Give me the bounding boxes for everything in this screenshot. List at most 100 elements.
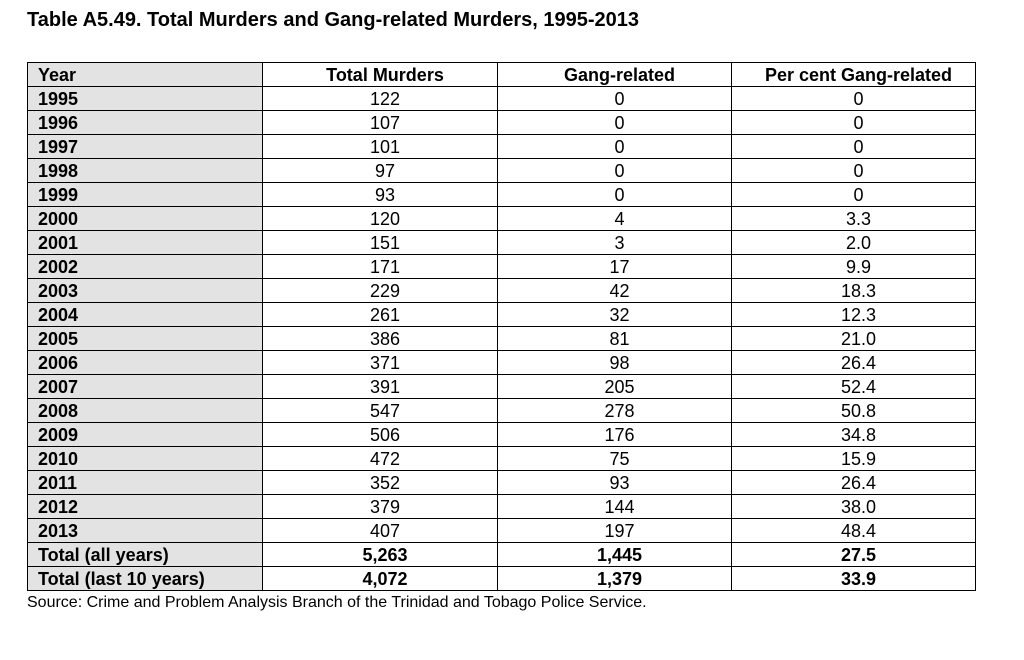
cell: 0 [497, 134, 732, 159]
data-row: 2003 229 42 18.3 [27, 278, 976, 303]
cell: 33.9 [731, 566, 976, 591]
cell: 144 [497, 494, 732, 519]
column-header: Year [27, 62, 263, 87]
cell: 3.3 [731, 206, 976, 231]
row-label: Total (last 10 years) [27, 566, 263, 591]
row-label: 2000 [27, 206, 263, 231]
row-label: 2002 [27, 254, 263, 279]
row-label: Total (all years) [27, 542, 263, 567]
cell: 0 [731, 158, 976, 183]
cell: 98 [497, 350, 732, 375]
cell: 18.3 [731, 278, 976, 303]
data-row: 1995 122 0 0 [27, 86, 976, 111]
cell: 379 [262, 494, 498, 519]
source-note: Source: Crime and Problem Analysis Branc… [27, 594, 647, 611]
cell: 0 [731, 134, 976, 159]
cell: 391 [262, 374, 498, 399]
cell: 0 [497, 182, 732, 207]
cell: 0 [731, 86, 976, 111]
cell: 205 [497, 374, 732, 399]
row-label: 2001 [27, 230, 263, 255]
row-label: 2012 [27, 494, 263, 519]
row-label: 1999 [27, 182, 263, 207]
cell: 97 [262, 158, 498, 183]
cell: 32 [497, 302, 732, 327]
cell: 75 [497, 446, 732, 471]
data-row: 1997 101 0 0 [27, 134, 976, 159]
cell: 506 [262, 422, 498, 447]
cell: 120 [262, 206, 498, 231]
cell: 12.3 [731, 302, 976, 327]
cell: 1,445 [497, 542, 732, 567]
column-header: Per cent Gang-related [731, 62, 976, 87]
cell: 42 [497, 278, 732, 303]
cell: 407 [262, 518, 498, 543]
cell: 5,263 [262, 542, 498, 567]
cell: 197 [497, 518, 732, 543]
cell: 3 [497, 230, 732, 255]
cell: 38.0 [731, 494, 976, 519]
cell: 1,379 [497, 566, 732, 591]
column-header: Gang-related [497, 62, 732, 87]
data-row: 1996 107 0 0 [27, 110, 976, 135]
data-row: 2011 352 93 26.4 [27, 470, 976, 495]
header-row: Year Total Murders Gang-related Per cent Ga… [27, 62, 976, 87]
data-row: 2005 386 81 21.0 [27, 326, 976, 351]
cell: 352 [262, 470, 498, 495]
cell: 151 [262, 230, 498, 255]
row-label: 2005 [27, 326, 263, 351]
cell: 17 [497, 254, 732, 279]
data-row: 2000 120 4 3.3 [27, 206, 976, 231]
cell: 0 [731, 182, 976, 207]
row-label: 1996 [27, 110, 263, 135]
cell: 171 [262, 254, 498, 279]
cell: 0 [497, 158, 732, 183]
data-row: 2008 547 278 50.8 [27, 398, 976, 423]
data-row: 2002 171 17 9.9 [27, 254, 976, 279]
column-header: Total Murders [262, 62, 498, 87]
cell: 26.4 [731, 470, 976, 495]
cell: 4 [497, 206, 732, 231]
data-row: 2007 391 205 52.4 [27, 374, 976, 399]
cell: 0 [497, 86, 732, 111]
row-label: 2004 [27, 302, 263, 327]
data-row: 2004 261 32 12.3 [27, 302, 976, 327]
data-row: 2006 371 98 26.4 [27, 350, 976, 375]
row-label: 2007 [27, 374, 263, 399]
row-label: 2008 [27, 398, 263, 423]
cell: 34.8 [731, 422, 976, 447]
cell: 2.0 [731, 230, 976, 255]
cell: 386 [262, 326, 498, 351]
data-row: 2012 379 144 38.0 [27, 494, 976, 519]
cell: 93 [262, 182, 498, 207]
cell: 27.5 [731, 542, 976, 567]
cell: 9.9 [731, 254, 976, 279]
row-label: 2003 [27, 278, 263, 303]
cell: 176 [497, 422, 732, 447]
cell: 472 [262, 446, 498, 471]
data-row: 1998 97 0 0 [27, 158, 976, 183]
cell: 4,072 [262, 566, 498, 591]
cell: 261 [262, 302, 498, 327]
cell: 52.4 [731, 374, 976, 399]
row-label: 2011 [27, 470, 263, 495]
total-row: Total (last 10 years) 4,072 1,379 33.9 [27, 566, 976, 591]
row-label: 2006 [27, 350, 263, 375]
cell: 21.0 [731, 326, 976, 351]
cell: 101 [262, 134, 498, 159]
data-row: 1999 93 0 0 [27, 182, 976, 207]
table-title: Table A5.49. Total Murders and Gang-rela… [27, 9, 640, 31]
row-label: 1997 [27, 134, 263, 159]
data-row: 2009 506 176 34.8 [27, 422, 976, 447]
cell: 26.4 [731, 350, 976, 375]
total-row: Total (all years) 5,263 1,445 27.5 [27, 542, 976, 567]
cell: 0 [497, 110, 732, 135]
row-label: 2009 [27, 422, 263, 447]
data-row: 2010 472 75 15.9 [27, 446, 976, 471]
data-row: 2013 407 197 48.4 [27, 518, 976, 543]
data-table: Year Total Murders Gang-related Per cent Ga… [27, 62, 976, 591]
row-label: 2010 [27, 446, 263, 471]
cell: 229 [262, 278, 498, 303]
data-row: 2001 151 3 2.0 [27, 230, 976, 255]
cell: 122 [262, 86, 498, 111]
